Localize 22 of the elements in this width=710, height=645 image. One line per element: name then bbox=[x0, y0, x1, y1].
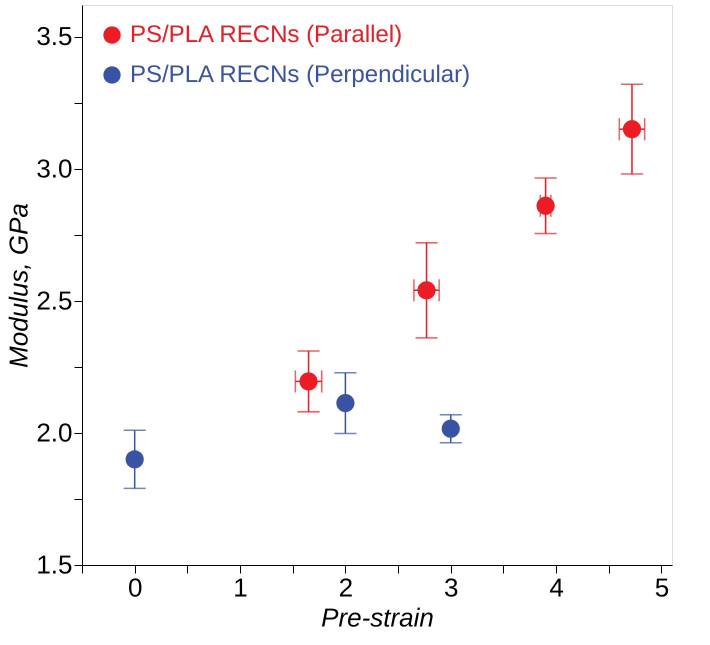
y-tick-label: 3.0 bbox=[36, 153, 72, 184]
legend-label: PS/PLA RECNs (Parallel) bbox=[130, 21, 402, 48]
x-tick-label: 2 bbox=[338, 572, 354, 602]
y-tick-label: 2.0 bbox=[36, 417, 72, 448]
x-axis-title: Pre-strain bbox=[321, 602, 434, 632]
y-tick-label: 2.5 bbox=[36, 285, 72, 316]
legend-label: PS/PLA RECNs (Perpendicular) bbox=[130, 61, 470, 88]
x-tick-label: 4 bbox=[549, 572, 564, 602]
y-tick-label: 3.5 bbox=[36, 21, 72, 52]
y-axis-title: Modulus, GPa bbox=[3, 203, 34, 368]
point bbox=[536, 196, 555, 215]
point bbox=[442, 420, 460, 438]
point bbox=[299, 372, 318, 390]
x-tick-label: 3 bbox=[444, 572, 458, 602]
x-tick-label: 1 bbox=[233, 572, 248, 602]
point bbox=[417, 281, 436, 300]
x-tick-label: 5 bbox=[654, 572, 670, 602]
y-tick-label: 1.5 bbox=[36, 550, 72, 580]
point bbox=[336, 394, 354, 412]
point bbox=[126, 450, 144, 468]
point bbox=[622, 120, 642, 138]
x-tick-label: 0 bbox=[128, 572, 142, 602]
